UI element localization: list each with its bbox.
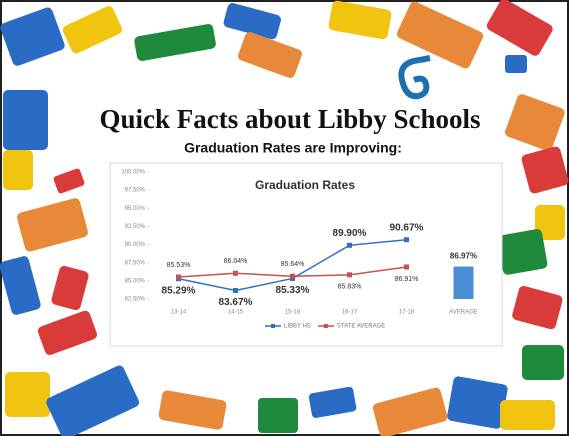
value-label: 85.64% (281, 261, 305, 268)
y-tick-label: 87.50% (125, 260, 146, 266)
x-tick-label: 15-16 (285, 310, 301, 316)
school-logo (398, 55, 431, 100)
y-tick-label: 92.50% (125, 224, 146, 230)
lego-block (0, 256, 41, 315)
point (347, 272, 352, 278)
lego-block (5, 372, 50, 417)
lego-block (258, 398, 298, 433)
value-label: 85.33% (276, 285, 310, 296)
value-label: 86.04% (224, 258, 248, 265)
lego-block (238, 32, 302, 78)
lego-block (512, 286, 563, 330)
legend-label: LIBBY HS (284, 324, 311, 330)
point (233, 288, 238, 294)
value-label: 89.90% (333, 228, 367, 239)
y-tick-label: 100.00% (121, 170, 145, 176)
lego-block (17, 198, 88, 252)
lego-block (486, 0, 553, 56)
lego-block (500, 400, 555, 430)
legend-label: STATE AVERAGE (337, 324, 385, 330)
lego-block (134, 24, 216, 61)
page-subtitle: Graduation Rates are Improving: (184, 140, 402, 156)
lego-block (505, 94, 565, 151)
page-title: Quick Facts about Libby Schools (99, 104, 480, 134)
y-tick-label: 82.50% (125, 297, 146, 303)
chart-box (109, 162, 503, 347)
x-tick-label: 14-15 (228, 310, 244, 316)
lego-block (308, 386, 357, 418)
lego-block (328, 0, 392, 40)
lego-block (158, 390, 227, 430)
point (404, 264, 409, 270)
bar (453, 266, 474, 299)
plot: 82.50% 85.00% 87.50% 90.00% 92.50% 95.00% 97.5… (121, 170, 477, 330)
x-tick-label: AVERAGE (449, 310, 478, 316)
lego-block (505, 55, 527, 73)
lego-block (223, 3, 281, 40)
lego-block (53, 168, 85, 194)
lego-block (521, 146, 569, 194)
lego-block (51, 265, 89, 311)
point (347, 242, 352, 248)
point (233, 270, 238, 276)
value-label: 90.67% (390, 222, 424, 233)
y-tick-label: 95.00% (125, 206, 146, 212)
x-tick-label: 17-18 (399, 310, 415, 316)
value-label: 83.67% (219, 297, 253, 308)
value-label: 85.53% (167, 262, 191, 269)
lego-block (497, 229, 548, 275)
point (404, 237, 409, 243)
lego-block (396, 1, 484, 69)
legend-marker (271, 324, 275, 328)
y-tick-label: 85.00% (125, 278, 146, 284)
lego-block (522, 345, 564, 380)
lego-block (37, 310, 98, 355)
lego-block (0, 7, 65, 66)
lego-block (3, 150, 33, 190)
point (176, 274, 181, 280)
legend-marker (323, 324, 328, 328)
y-tick-label: 90.00% (125, 242, 146, 248)
x-tick-label: 13-14 (171, 310, 187, 316)
lego-block (62, 6, 123, 54)
lego-block (535, 205, 565, 240)
lego-block (372, 387, 448, 436)
lego-block (46, 365, 140, 436)
x-tick-label: 16-17 (342, 310, 358, 316)
value-label: 85.83% (338, 284, 362, 291)
lego-block (3, 90, 48, 150)
value-label: 86.97% (450, 252, 477, 261)
lego-block (447, 376, 508, 429)
value-label: 86.91% (395, 276, 419, 283)
value-label: 85.29% (162, 285, 196, 296)
y-tick-label: 97.50% (125, 188, 146, 194)
point (290, 273, 295, 279)
chart-title: Graduation Rates (255, 178, 355, 192)
